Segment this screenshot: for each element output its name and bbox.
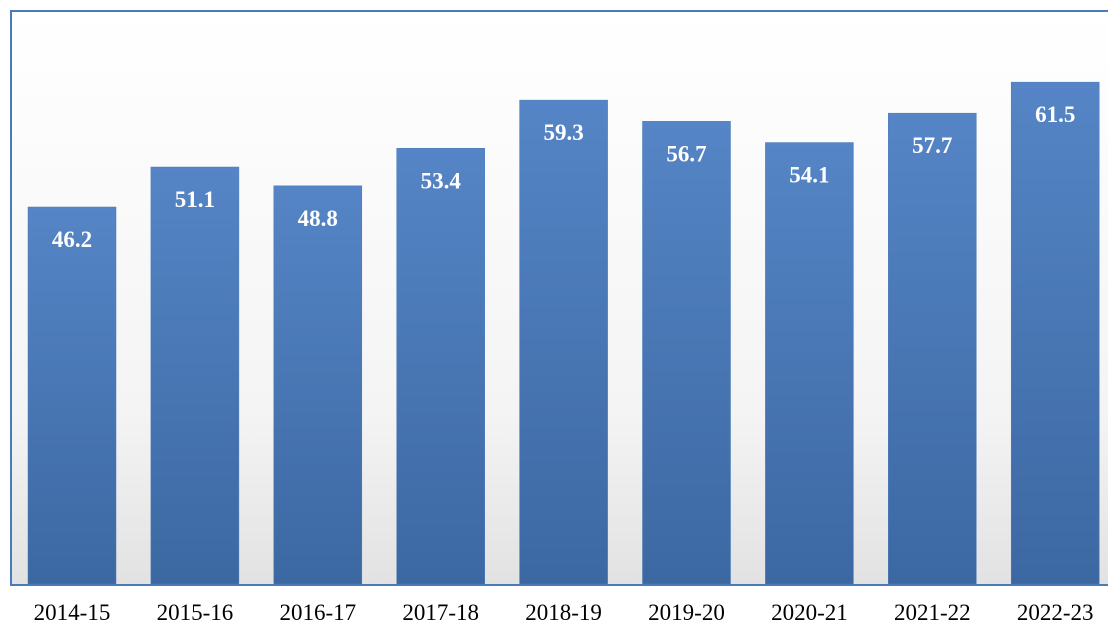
x-tick-label: 2015-16 xyxy=(157,600,234,625)
bar xyxy=(888,112,977,585)
bar xyxy=(1010,81,1100,585)
x-tick-label: 2020-21 xyxy=(771,600,848,625)
x-tick-label: 2018-19 xyxy=(525,600,602,625)
value-label: 51.1 xyxy=(175,187,215,212)
value-label: 48.8 xyxy=(298,206,338,231)
x-tick-label: 2014-15 xyxy=(34,600,111,625)
bar xyxy=(150,166,240,585)
x-tick-label: 2017-18 xyxy=(402,600,479,625)
bar xyxy=(519,99,608,585)
x-tick-label: 2019-20 xyxy=(648,600,725,625)
bar xyxy=(765,142,854,585)
value-label: 46.2 xyxy=(52,227,92,252)
bar xyxy=(396,148,485,585)
bar xyxy=(642,121,731,585)
value-label: 53.4 xyxy=(421,168,462,193)
bar xyxy=(273,185,363,585)
x-tick-label: 2016-17 xyxy=(279,600,356,625)
value-label: 56.7 xyxy=(666,141,706,166)
bar xyxy=(27,206,117,585)
value-label: 59.3 xyxy=(543,120,583,145)
value-label: 54.1 xyxy=(789,163,829,188)
x-tick-label: 2022-23 xyxy=(1017,600,1094,625)
value-label: 57.7 xyxy=(912,133,952,158)
value-label: 61.5 xyxy=(1035,102,1075,127)
x-tick-label: 2021-22 xyxy=(894,600,971,625)
